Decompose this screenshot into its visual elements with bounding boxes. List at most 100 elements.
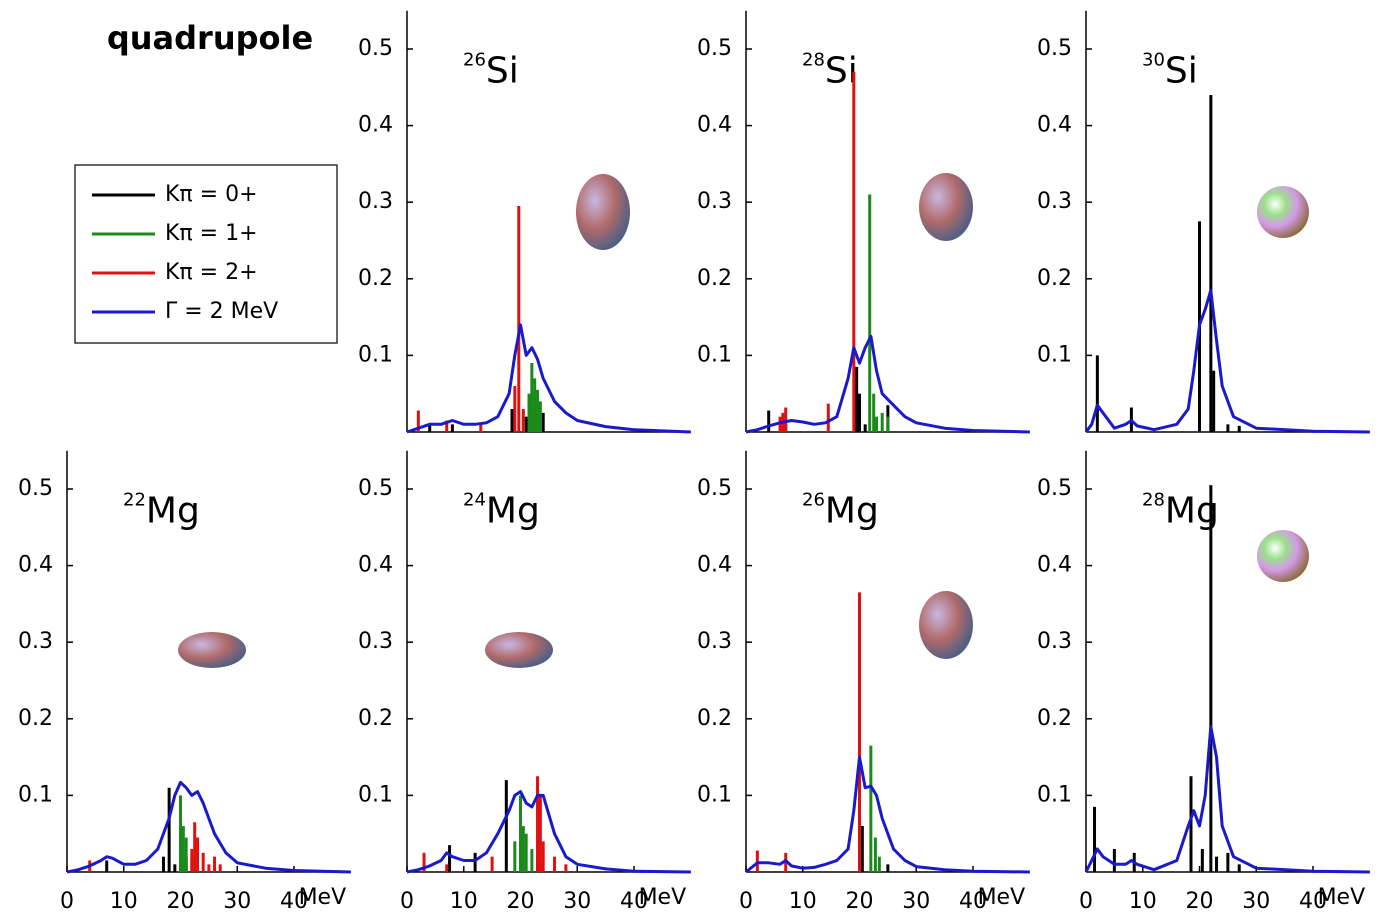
y-tick-label: 0.2 [1037, 266, 1072, 291]
figure-title: quadrupole [107, 19, 313, 57]
panel-title: 28Si [802, 50, 858, 92]
x-tick-label: 30 [563, 889, 591, 914]
panel-title: 28Mg [1142, 490, 1219, 532]
panel-title: 30Si [1142, 50, 1198, 92]
curve [745, 334, 1030, 434]
y-tick-label: 0.5 [358, 476, 393, 501]
y-tick-label: 0.3 [1037, 629, 1072, 654]
y-tick-label: 0.1 [358, 782, 393, 807]
x-tick-label: 10 [110, 889, 138, 914]
x-tick-label: 0 [60, 889, 74, 914]
y-tick-label: 0.4 [358, 553, 393, 578]
y-tick-label: 0.5 [18, 476, 53, 501]
curve [406, 323, 691, 434]
legend-label: Γ = 2 MeV [165, 299, 278, 324]
y-tick-label: 0.2 [358, 706, 393, 731]
y-tick-label: 0.5 [1037, 476, 1072, 501]
x-tick-label: 20 [1186, 889, 1214, 914]
x-tick-label: 40 [280, 889, 308, 914]
shape-icon [1257, 530, 1309, 582]
title-mass: 28 [802, 50, 825, 71]
curve [1084, 725, 1370, 874]
y-tick-label: 0.4 [697, 553, 732, 578]
title-mass: 26 [463, 50, 486, 71]
y-tick-label: 0.4 [358, 113, 393, 138]
curve [1084, 288, 1370, 434]
shape-icon [1257, 186, 1309, 238]
title-mass: 26 [802, 490, 825, 511]
title-symbol: Mg [825, 491, 879, 532]
x-tick-label: 20 [167, 889, 195, 914]
y-tick-label: 0.1 [358, 342, 393, 367]
y-tick-label: 0.3 [697, 629, 732, 654]
curve [406, 790, 691, 874]
curve [745, 755, 1030, 874]
title-symbol: Si [486, 51, 519, 92]
legend-label: Kπ = 2+ [165, 260, 258, 285]
x-axis-label: MeV [299, 885, 347, 910]
y-tick-label: 0.1 [1037, 782, 1072, 807]
title-symbol: Mg [146, 491, 200, 532]
y-tick-label: 0.1 [697, 342, 732, 367]
x-tick-label: 10 [450, 889, 478, 914]
y-tick-label: 0.3 [18, 629, 53, 654]
title-mass: 30 [1142, 50, 1165, 71]
y-tick-label: 0.2 [358, 266, 393, 291]
x-axis-label: MeV [639, 885, 687, 910]
legend-label: Kπ = 1+ [165, 221, 258, 246]
panel: 0.1 0.2 0.3 0.4 0.5 30Si [1037, 10, 1370, 434]
y-tick-label: 0.4 [18, 553, 53, 578]
y-tick-label: 0.2 [697, 706, 732, 731]
x-tick-label: 40 [620, 889, 648, 914]
y-tick-label: 0.3 [697, 189, 732, 214]
shape-icon [919, 173, 973, 241]
x-axis-label: MeV [978, 885, 1026, 910]
x-tick-label: 40 [959, 889, 987, 914]
x-tick-label: 30 [223, 889, 251, 914]
y-tick-label: 0.2 [1037, 706, 1072, 731]
title-mass: 22 [123, 490, 146, 511]
legend: Kπ = 0+ Kπ = 1+ Kπ = 2+ Γ = 2 MeV [92, 182, 278, 324]
legend-label: Kπ = 0+ [165, 182, 258, 207]
x-tick-label: 0 [1079, 889, 1093, 914]
panel-title: 22Mg [123, 490, 200, 532]
title-mass: 28 [1142, 490, 1165, 511]
y-tick-label: 0.5 [697, 36, 732, 61]
x-tick-label: 20 [507, 889, 535, 914]
x-tick-label: 30 [902, 889, 930, 914]
x-tick-label: 40 [1299, 889, 1327, 914]
curve [66, 780, 351, 874]
title-symbol: Si [1165, 51, 1198, 92]
y-tick-label: 0.4 [1037, 553, 1072, 578]
x-tick-label: 20 [846, 889, 874, 914]
shape-icon [178, 632, 246, 668]
title-symbol: Mg [486, 491, 540, 532]
x-axis-label: MeV [1318, 885, 1366, 910]
panel-title: 24Mg [463, 490, 540, 532]
y-tick-label: 0.3 [1037, 189, 1072, 214]
y-tick-label: 0.2 [697, 266, 732, 291]
y-tick-label: 0.5 [358, 36, 393, 61]
x-tick-label: 10 [1129, 889, 1157, 914]
title-symbol: Si [825, 51, 858, 92]
x-tick-label: 30 [1242, 889, 1270, 914]
panel-title: 26Si [463, 50, 519, 92]
x-tick-label: 0 [400, 889, 414, 914]
y-tick-label: 0.1 [1037, 342, 1072, 367]
y-tick-label: 0.3 [358, 189, 393, 214]
title-mass: 24 [463, 490, 486, 511]
y-tick-label: 0.4 [1037, 113, 1072, 138]
y-tick-label: 0.1 [697, 782, 732, 807]
y-tick-label: 0.5 [1037, 36, 1072, 61]
panel: 0.1 0.2 0.3 0.4 0.5 28Si [697, 10, 1030, 434]
shape-icon [919, 591, 973, 659]
shape-icon [576, 174, 630, 250]
y-tick-label: 0.1 [18, 782, 53, 807]
y-tick-label: 0.5 [697, 476, 732, 501]
x-tick-label: 10 [789, 889, 817, 914]
x-tick-label: 0 [739, 889, 753, 914]
